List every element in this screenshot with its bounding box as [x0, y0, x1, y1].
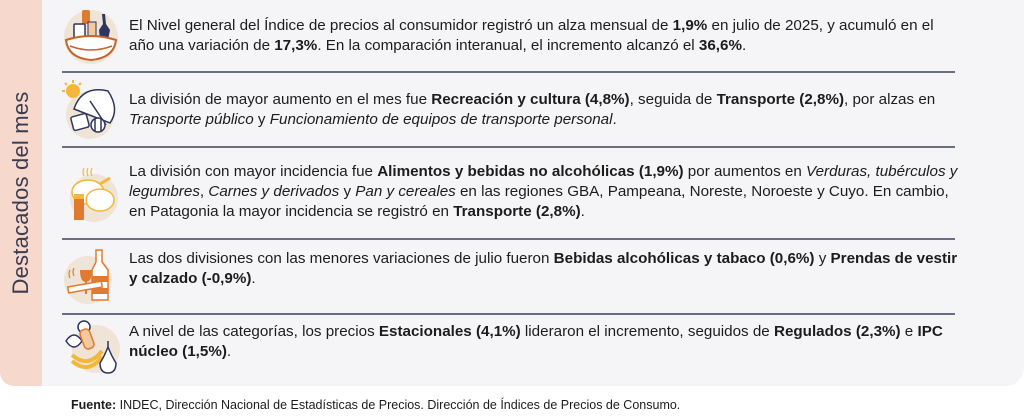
footer-text: INDEC, Dirección Nacional de Estadística… — [116, 398, 681, 412]
separator — [62, 238, 955, 240]
highlight-item-5: A nivel de las categorías, los precios E… — [42, 315, 1024, 386]
side-tab: Destacados del mes — [0, 0, 42, 386]
highlight-item-3: La división con mayor incidencia fue Ali… — [42, 148, 1024, 238]
wine-and-tobacco-icon — [64, 249, 112, 304]
roast-chicken-icon — [70, 167, 118, 222]
highlight-item-2: La división de mayor aumento en el mes f… — [42, 73, 1024, 145]
highlight-text-3: La división con mayor incidencia fue Ali… — [129, 163, 958, 220]
separator — [62, 71, 955, 73]
separator — [62, 146, 955, 148]
footer-label: Fuente: — [71, 398, 117, 412]
highlight-item-4: Las dos divisiones con las menores varia… — [42, 240, 1024, 312]
highlight-text-4: Las dos divisiones con las menores varia… — [129, 250, 958, 287]
fruits-vegetables-icon — [65, 320, 120, 374]
highlights-panel: El Nivel general del Índice de precios a… — [42, 0, 1024, 386]
highlight-item-1: El Nivel general del Índice de precios a… — [42, 0, 1024, 72]
side-label: Destacados del mes — [8, 91, 33, 295]
source-footer: Fuente: INDEC, Dirección Nacional de Est… — [71, 398, 680, 412]
beach-umbrella-icon — [62, 80, 116, 139]
shopping-basket-icon — [64, 10, 118, 64]
highlight-text-5: A nivel de las categorías, los precios E… — [129, 323, 943, 360]
separator — [62, 313, 955, 315]
highlight-text-2: La división de mayor aumento en el mes f… — [129, 91, 936, 128]
highlight-text-1: El Nivel general del Índice de precios a… — [129, 17, 934, 54]
